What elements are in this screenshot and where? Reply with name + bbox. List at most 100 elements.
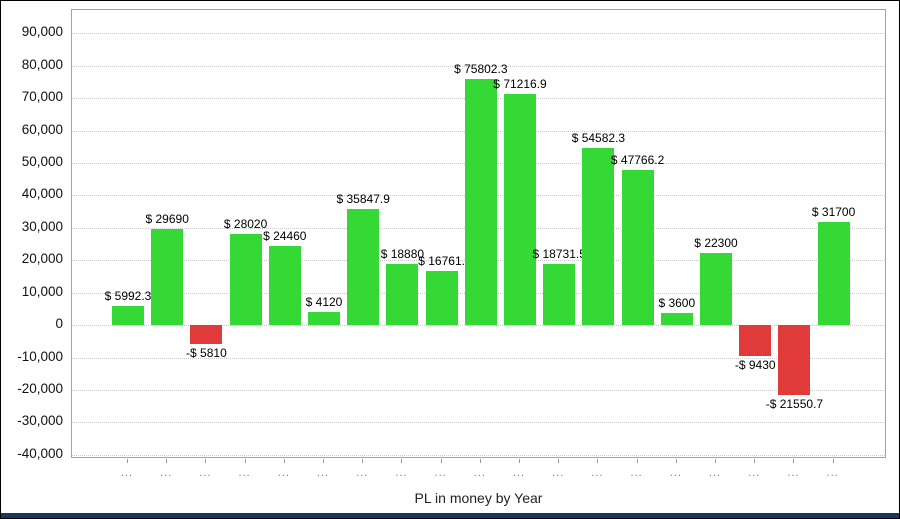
y-tick-label: -20,000 xyxy=(17,380,63,396)
x-tick-label[interactable]: ... xyxy=(787,467,800,479)
bar[interactable] xyxy=(464,79,497,326)
x-tick-label[interactable]: ... xyxy=(395,467,408,479)
y-tick-label: 0 xyxy=(55,316,63,332)
x-tick-label[interactable]: ... xyxy=(316,467,330,479)
bar[interactable] xyxy=(817,222,850,326)
y-tick-label: 50,000 xyxy=(21,154,63,170)
x-tick-mark xyxy=(558,459,560,463)
bar[interactable] xyxy=(425,270,458,326)
x-tick-label[interactable]: ... xyxy=(473,467,486,479)
x-tick-label[interactable]: ... xyxy=(434,467,447,479)
bar[interactable] xyxy=(229,234,262,326)
bar-value-label: -$ 9430 xyxy=(734,357,776,372)
bar[interactable] xyxy=(268,245,301,326)
gridline xyxy=(72,33,885,35)
x-tick-label[interactable]: ... xyxy=(669,467,682,479)
bar-value-label: -$ 21550.7 xyxy=(765,396,824,411)
y-tick-label: -10,000 xyxy=(17,348,63,364)
bar[interactable] xyxy=(112,305,144,326)
x-tick-label[interactable]: ... xyxy=(356,467,369,479)
gridline xyxy=(72,389,885,391)
x-tick-label[interactable]: ... xyxy=(120,467,134,479)
x-tick-mark xyxy=(401,459,403,463)
x-tick-mark xyxy=(362,459,364,463)
gridline xyxy=(72,422,885,424)
bar-value-label: $ 16761. xyxy=(418,253,465,268)
x-tick-label[interactable]: ... xyxy=(748,467,761,479)
x-tick-mark xyxy=(127,459,128,463)
x-tick-mark xyxy=(832,459,834,463)
gridline xyxy=(72,65,885,67)
x-tick-label[interactable]: ... xyxy=(277,467,290,479)
bar[interactable] xyxy=(582,148,615,326)
y-tick-label: 70,000 xyxy=(21,89,63,105)
bar[interactable] xyxy=(543,264,576,326)
x-tick-mark xyxy=(519,459,520,463)
bar-value-label: $ 5992.3 xyxy=(104,288,152,303)
x-tick-label[interactable]: ... xyxy=(826,467,839,479)
plot-area: $ 5992.3 $ 29690 -$ 5810 $ 28020 $ 24460 $ 41… xyxy=(71,9,886,458)
bar-value-label: $ 4120 xyxy=(305,294,343,309)
bar-value-label: -$ 5810 xyxy=(186,345,227,360)
y-tick-label: 60,000 xyxy=(21,121,63,137)
y-tick-label: 90,000 xyxy=(21,24,63,40)
bar-value-label: $ 29690 xyxy=(145,211,189,226)
bar[interactable] xyxy=(739,325,772,356)
bar[interactable] xyxy=(386,263,419,326)
bar[interactable] xyxy=(308,311,340,326)
y-tick-label: 40,000 xyxy=(21,186,63,202)
x-tick-mark xyxy=(675,459,677,463)
y-tick-label: 10,000 xyxy=(21,283,63,299)
x-tick-mark xyxy=(636,459,638,463)
bar[interactable] xyxy=(700,252,732,326)
x-tick-label[interactable]: ... xyxy=(591,467,604,479)
bar-value-label: $ 75802.3 xyxy=(454,62,508,77)
bar[interactable] xyxy=(621,170,654,326)
bar[interactable] xyxy=(151,228,184,326)
gridline xyxy=(72,454,885,456)
x-tick-label[interactable]: ... xyxy=(160,467,173,479)
x-tick-mark xyxy=(205,459,207,463)
bar-value-label: $ 28020 xyxy=(223,217,268,232)
y-tick-label: 20,000 xyxy=(21,251,63,267)
bar-value-label: $ 47766.2 xyxy=(610,153,665,168)
bar-value-label: $ 71216.9 xyxy=(493,77,547,92)
gridline xyxy=(72,357,885,359)
x-tick-label[interactable]: ... xyxy=(708,467,722,479)
x-axis-title: PL in money by Year xyxy=(414,490,543,506)
bar-value-label: $ 54582.3 xyxy=(571,131,626,146)
bar-value-label: $ 31700 xyxy=(811,205,856,220)
bar-value-label: $ 3600 xyxy=(658,296,696,311)
x-tick-label[interactable]: ... xyxy=(199,467,212,479)
x-tick-mark xyxy=(166,459,168,463)
x-tick-label[interactable]: ... xyxy=(512,467,526,479)
x-tick-mark xyxy=(597,459,599,463)
x-tick-mark xyxy=(323,459,324,463)
bar[interactable] xyxy=(347,208,380,326)
bar[interactable] xyxy=(660,313,693,326)
x-tick-mark xyxy=(479,459,481,463)
bar[interactable] xyxy=(190,325,223,344)
x-tick-label[interactable]: ... xyxy=(238,467,251,479)
x-tick-mark xyxy=(793,459,795,463)
gridline xyxy=(72,325,885,327)
y-tick-label: -30,000 xyxy=(17,413,63,429)
x-tick-mark xyxy=(440,459,442,463)
bottom-strip xyxy=(1,513,899,518)
bar-value-label: $ 22300 xyxy=(694,235,738,250)
x-tick-mark xyxy=(715,459,716,463)
y-tick-label: 30,000 xyxy=(21,218,63,234)
x-tick-mark xyxy=(244,459,246,463)
bar-value-label: $ 24460 xyxy=(263,228,307,243)
bar-value-label: $ 35847.9 xyxy=(336,191,390,206)
y-tick-label: -40,000 xyxy=(17,445,63,461)
x-tick-mark xyxy=(283,459,285,463)
bar[interactable] xyxy=(504,94,536,326)
bar[interactable] xyxy=(778,325,811,395)
x-tick-label[interactable]: ... xyxy=(630,467,643,479)
bar-value-label: $ 18880 xyxy=(380,246,425,261)
x-tick-mark xyxy=(754,459,756,463)
y-tick-label: 80,000 xyxy=(21,56,63,72)
x-tick-label[interactable]: ... xyxy=(552,467,565,479)
